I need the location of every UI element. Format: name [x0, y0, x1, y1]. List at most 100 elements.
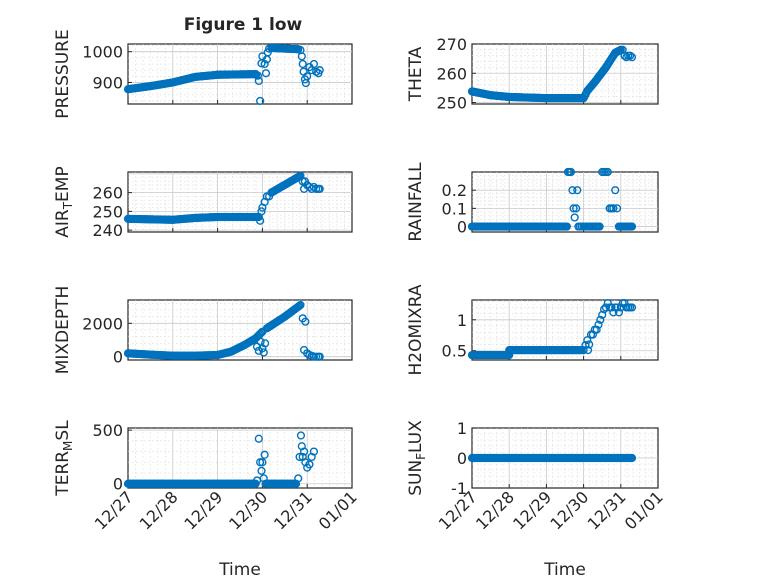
plot-area	[471, 171, 659, 233]
data-point	[612, 303, 622, 312]
data-point	[260, 339, 270, 348]
x-tick-label: 01/01	[315, 487, 361, 533]
data-point	[625, 51, 635, 60]
data-point	[309, 59, 319, 69]
x-axis-label: Time	[218, 560, 261, 580]
data-point	[573, 186, 582, 195]
subplot-rainfall: 00.10.2 RAINFALL	[406, 162, 659, 242]
data-point	[585, 340, 594, 349]
data-point	[627, 222, 637, 231]
data-point	[627, 303, 637, 312]
y-tick-label: 1	[457, 311, 467, 330]
data-point	[298, 59, 307, 69]
data-point	[594, 320, 603, 329]
y-tick-label: 1000	[82, 43, 123, 62]
data-point	[257, 466, 266, 475]
data-point	[265, 44, 274, 53]
y-axis-label: SUNFLUX	[406, 420, 428, 496]
data-point	[583, 336, 592, 345]
data-point	[259, 474, 268, 483]
data-point	[303, 72, 312, 81]
y-tick-label: 0	[113, 348, 123, 367]
subplot-h2omixra: 0.5 1 H2OMIXRA	[406, 284, 659, 376]
x-tick-label: 12/30	[225, 487, 271, 533]
data-point	[596, 315, 605, 324]
y-tick-label: 250	[92, 202, 123, 221]
y-tick-label: 240	[92, 221, 123, 240]
data-point	[296, 431, 306, 440]
x-axis-label: Time	[543, 560, 586, 580]
data-point	[256, 96, 265, 106]
y-tick-label: 0	[457, 449, 467, 468]
y-axis-label: H2OMIXRA	[406, 284, 426, 375]
x-tick-label: 12/29	[180, 487, 226, 533]
y-tick-label: 0	[113, 475, 123, 494]
figure-title: Figure 1 low	[184, 15, 303, 35]
x-tick-label: 12/29	[509, 487, 555, 533]
x-tick-label: 12/28	[136, 487, 182, 533]
subplot-mixdepth: 0 2000 MIXDEPTH	[53, 286, 353, 375]
y-tick-label: 0.5	[442, 342, 467, 361]
data-point	[315, 352, 324, 361]
data-point	[296, 300, 305, 310]
y-tick-label: 500	[92, 421, 123, 440]
data-point	[570, 213, 579, 222]
data-point	[261, 69, 271, 78]
data-point	[257, 207, 266, 216]
y-tick-label: 2000	[82, 314, 123, 333]
y-axis-label: TERRMSL	[53, 420, 75, 497]
data-point	[592, 325, 601, 334]
y-tick-label: 260	[436, 64, 467, 83]
data-point	[579, 346, 588, 355]
x-tick-label: 12/30	[546, 487, 592, 533]
data-point	[256, 329, 265, 338]
y-axis-label: THETA	[406, 46, 426, 102]
data-point	[607, 303, 616, 312]
y-axis-label: RAINFALL	[406, 162, 426, 242]
x-tick-label: 12/31	[584, 487, 630, 533]
y-tick-label: 900	[92, 73, 123, 92]
data-point	[609, 204, 618, 213]
data-point	[603, 167, 612, 177]
data-point	[303, 349, 312, 358]
data-point	[611, 186, 620, 195]
data-point	[592, 222, 601, 231]
data-point	[620, 51, 629, 60]
data-point	[256, 216, 265, 225]
subplot-terr-msl: 0 500 TERRMSL 12/2712/2812/2912/3012/3101/0…	[53, 420, 361, 580]
x-tick-label: 12/27	[91, 487, 137, 533]
subplot-sun-flux: -101SUNFLUX12/2712/2812/2912/3012/3101/0…	[406, 419, 667, 580]
subplot-pressure: 900 1000 PRESSURE	[53, 29, 353, 119]
data-point	[568, 186, 577, 195]
data-point	[261, 479, 270, 488]
data-point	[315, 66, 324, 75]
y-tick-label: 260	[92, 184, 123, 203]
data-point	[259, 348, 268, 357]
data-point	[627, 453, 637, 463]
data-point	[258, 458, 267, 467]
data-point	[263, 48, 272, 57]
y-axis-label: MIXDEPTH	[53, 286, 73, 375]
data-point	[566, 167, 576, 177]
data-point	[297, 52, 306, 61]
data-point	[601, 303, 611, 312]
data-point	[305, 460, 314, 469]
y-tick-label: 0	[457, 218, 467, 237]
y-tick-label: 0.1	[442, 199, 467, 218]
data-point	[612, 204, 622, 213]
data-point	[294, 474, 303, 483]
subplot-theta: 250 260 270 THETA	[406, 35, 659, 113]
y-tick-label: 1	[457, 419, 467, 438]
data-point	[309, 447, 319, 456]
data-point	[260, 59, 269, 69]
data-point	[572, 204, 581, 213]
data-point	[254, 434, 263, 443]
data-point	[260, 450, 269, 459]
y-tick-label: 270	[436, 35, 467, 54]
y-tick-label: 250	[436, 94, 467, 113]
data-point	[301, 317, 310, 326]
x-tick-label: 12/28	[472, 487, 518, 533]
y-tick-label: 0.2	[442, 181, 467, 200]
data-point	[265, 192, 274, 201]
